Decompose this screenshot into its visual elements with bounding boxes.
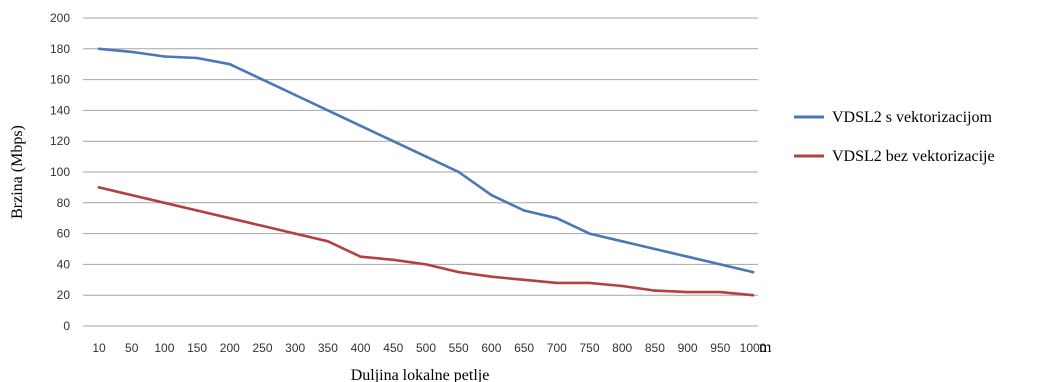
legend-label-1: VDSL2 s vektorizacijom <box>832 109 993 126</box>
x-tick-label: 10 <box>92 341 106 355</box>
x-tick-label: 850 <box>645 341 665 355</box>
data-point <box>424 155 428 158</box>
data-point <box>522 209 526 212</box>
data-point <box>195 209 199 212</box>
data-point <box>457 270 461 274</box>
data-point <box>195 56 199 60</box>
data-point <box>228 62 232 66</box>
x-tick-label: 650 <box>514 341 534 355</box>
x-tick-label: 50 <box>125 341 139 355</box>
y-tick-label: 160 <box>50 73 70 87</box>
x-tick-label: 550 <box>449 341 469 355</box>
y-tick-label: 40 <box>57 257 71 271</box>
x-tick-label: 350 <box>318 341 338 355</box>
legend-label-2: VDSL2 bez vektorizacije <box>832 148 995 165</box>
data-point <box>163 55 166 58</box>
data-point <box>522 278 526 282</box>
y-tick-label: 80 <box>57 196 71 210</box>
data-point <box>293 232 297 235</box>
y-axis-title: Brzina (Mbps) <box>9 125 26 219</box>
x-tick-label: 750 <box>579 341 599 355</box>
y-tick-label: 180 <box>50 42 70 56</box>
data-point <box>326 240 330 243</box>
y-tick-label: 20 <box>57 288 71 302</box>
data-point <box>163 201 166 205</box>
data-point <box>653 247 657 251</box>
y-tick-label: 100 <box>50 165 70 179</box>
data-point <box>719 263 722 266</box>
x-tick-label: 500 <box>416 341 436 355</box>
data-point <box>620 284 624 288</box>
x-tick-label: 950 <box>710 341 730 355</box>
y-tick-label: 0 <box>63 319 70 333</box>
data-point <box>457 170 461 174</box>
data-point <box>228 216 232 220</box>
y-tick-label: 140 <box>50 103 70 117</box>
data-point <box>719 290 722 294</box>
x-tick-label: 800 <box>612 341 632 355</box>
x-tick-label: 200 <box>220 341 240 355</box>
x-tick-label: 700 <box>547 341 567 355</box>
series-line-2 <box>97 186 755 297</box>
x-tick-label: 900 <box>678 341 698 355</box>
data-point <box>392 258 395 262</box>
data-point <box>751 293 755 297</box>
x-tick-label: 100 <box>154 341 174 355</box>
y-tick-label: 200 <box>50 11 70 25</box>
data-point <box>686 255 689 258</box>
x-axis-title: Duljina lokalne petlje <box>351 367 490 382</box>
y-tick-label: 60 <box>57 227 71 241</box>
data-point <box>555 281 559 285</box>
data-point <box>261 78 264 81</box>
x-tick-label: 150 <box>187 341 207 355</box>
x-tick-label: 450 <box>383 341 403 355</box>
data-point <box>97 47 101 51</box>
y-tick-label: 120 <box>50 134 70 148</box>
data-point <box>261 224 264 228</box>
data-point <box>653 289 657 292</box>
x-axis-ticks: 10 50 100 150 200 250 300 350 400 450 500 550 600 650… <box>92 341 766 355</box>
data-point <box>97 186 101 189</box>
data-point <box>686 290 689 294</box>
x-axis-unit: m <box>759 339 772 356</box>
x-tick-label: 1000 <box>740 341 767 355</box>
data-point <box>359 255 362 258</box>
data-point <box>424 263 428 266</box>
data-point <box>588 281 591 285</box>
data-point <box>392 139 395 143</box>
data-point <box>293 93 297 97</box>
gridlines <box>83 17 758 327</box>
x-tick-label: 300 <box>285 341 305 355</box>
data-point <box>620 240 624 243</box>
x-tick-label: 600 <box>481 341 501 355</box>
legend: VDSL2 s vektorizacijom VDSL2 bez vektoriz… <box>794 109 995 165</box>
y-axis-ticks: 0 20 40 60 80 100 120 140 160 180 200 <box>50 11 70 333</box>
x-tick-label: 250 <box>252 341 272 355</box>
x-tick-label: 400 <box>351 341 371 355</box>
series-lines <box>97 47 755 297</box>
data-point <box>588 232 591 235</box>
data-point <box>130 193 133 197</box>
data-point <box>130 50 133 54</box>
data-point <box>555 216 559 220</box>
data-point <box>490 193 493 197</box>
data-point <box>751 270 755 274</box>
data-point <box>359 124 362 128</box>
data-point <box>490 275 493 279</box>
series-line-1 <box>97 47 755 274</box>
data-point <box>326 109 330 112</box>
